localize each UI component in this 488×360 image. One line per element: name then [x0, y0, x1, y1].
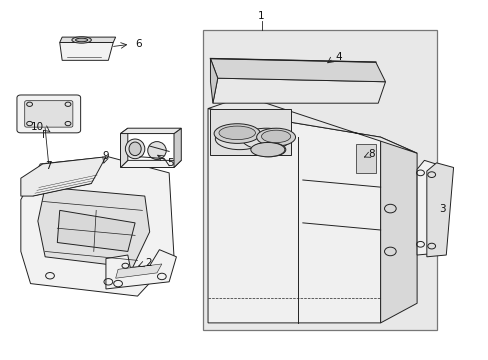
- Ellipse shape: [219, 126, 255, 140]
- Ellipse shape: [251, 143, 285, 157]
- Polygon shape: [212, 78, 385, 103]
- Ellipse shape: [261, 130, 290, 143]
- Ellipse shape: [72, 37, 91, 43]
- Text: 8: 8: [368, 149, 374, 159]
- Polygon shape: [60, 42, 113, 60]
- Polygon shape: [380, 137, 416, 323]
- Ellipse shape: [256, 128, 295, 146]
- Polygon shape: [174, 128, 181, 167]
- Ellipse shape: [215, 128, 264, 150]
- Polygon shape: [210, 59, 217, 103]
- Ellipse shape: [214, 124, 260, 143]
- Ellipse shape: [75, 38, 87, 42]
- Polygon shape: [120, 128, 127, 167]
- Ellipse shape: [147, 141, 166, 159]
- Polygon shape: [120, 128, 181, 134]
- Polygon shape: [210, 59, 385, 82]
- Text: 1: 1: [258, 12, 264, 21]
- Polygon shape: [60, 37, 116, 42]
- Polygon shape: [21, 157, 106, 196]
- Polygon shape: [207, 96, 416, 153]
- Polygon shape: [210, 109, 290, 155]
- FancyBboxPatch shape: [25, 101, 73, 127]
- Text: 2: 2: [144, 258, 151, 268]
- Polygon shape: [106, 249, 176, 289]
- Polygon shape: [21, 157, 174, 296]
- Polygon shape: [207, 109, 380, 323]
- Text: 6: 6: [135, 39, 142, 49]
- Text: 9: 9: [102, 151, 109, 161]
- Polygon shape: [38, 187, 149, 267]
- Polygon shape: [416, 160, 441, 255]
- FancyBboxPatch shape: [17, 95, 81, 133]
- Text: 7: 7: [45, 161, 52, 171]
- Text: 5: 5: [167, 158, 174, 168]
- Ellipse shape: [242, 128, 290, 150]
- Polygon shape: [57, 210, 135, 251]
- Polygon shape: [116, 264, 162, 278]
- Text: 4: 4: [334, 53, 341, 63]
- Bar: [203, 30, 436, 330]
- Text: 3: 3: [439, 204, 445, 214]
- Ellipse shape: [125, 139, 144, 159]
- Polygon shape: [356, 144, 375, 173]
- Polygon shape: [426, 163, 453, 257]
- Ellipse shape: [129, 142, 141, 156]
- Ellipse shape: [250, 143, 285, 157]
- Polygon shape: [120, 160, 181, 167]
- Text: 10: 10: [31, 122, 44, 132]
